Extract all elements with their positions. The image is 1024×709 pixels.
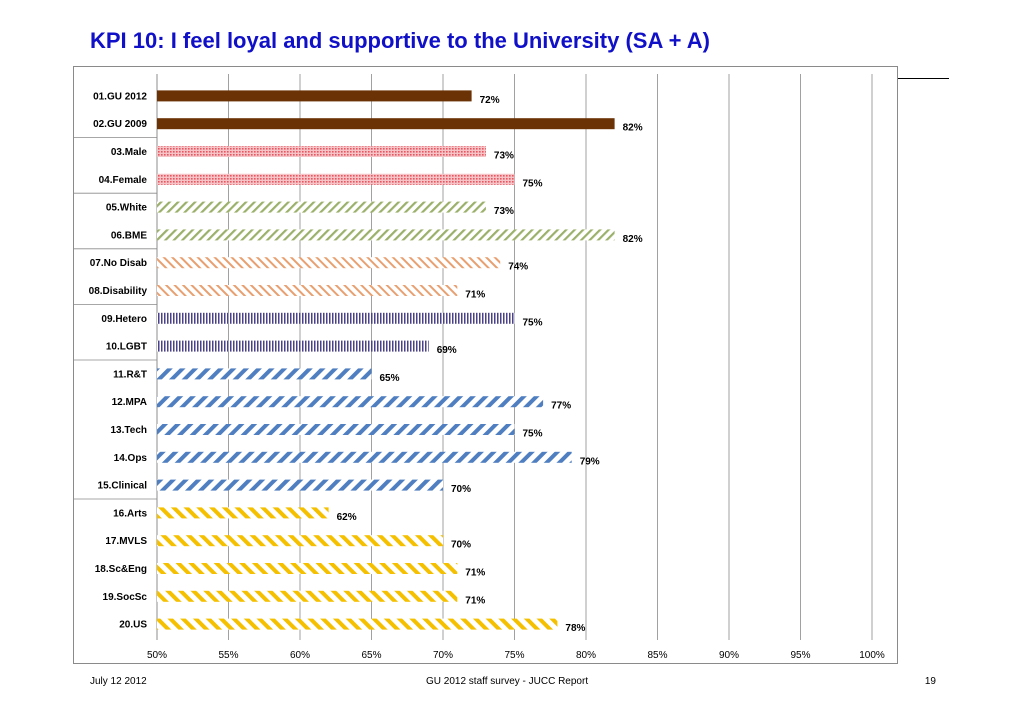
bar-value-label: 74%	[508, 262, 528, 273]
x-tick-label: 95%	[790, 650, 810, 661]
bars	[157, 90, 615, 630]
bar	[157, 535, 443, 547]
bar	[157, 285, 458, 296]
x-axis-ticks: 50% 55% 60% 65% 70% 75% 80% 85% 90% 95% 100%	[147, 650, 885, 661]
bar-value-label: 72%	[480, 95, 500, 106]
bar	[157, 618, 558, 630]
bar	[157, 257, 501, 269]
x-tick-label: 90%	[719, 650, 739, 661]
x-tick-label: 80%	[576, 650, 596, 661]
category-label: 14.Ops	[114, 453, 148, 464]
category-label: 06.BME	[111, 230, 147, 241]
bar-value-label: 70%	[451, 484, 471, 495]
category-label: 13.Tech	[111, 425, 148, 436]
bar	[157, 173, 515, 185]
bar	[157, 590, 458, 602]
category-label: 07.No Disab	[90, 258, 147, 269]
bar-value-label: 62%	[337, 512, 357, 523]
category-label: 01.GU 2012	[93, 91, 147, 102]
bar	[157, 201, 486, 213]
bar	[157, 507, 329, 519]
category-label: 02.GU 2009	[93, 119, 147, 130]
bar	[157, 118, 615, 130]
bar-value-label: 79%	[580, 456, 600, 467]
bar-value-label: 78%	[565, 623, 585, 634]
bar-value-label: 71%	[465, 595, 485, 606]
x-tick-label: 65%	[361, 650, 381, 661]
value-labels: 72% 82% 73% 75% 73% 82% 74% 71% 75% 69% 65% 77% 75% 7…	[337, 95, 643, 634]
bar-value-label: 75%	[523, 317, 543, 328]
bar	[157, 424, 515, 435]
bar	[157, 563, 458, 574]
category-label: 11.R&T	[113, 369, 147, 380]
bar-value-label: 69%	[437, 345, 457, 356]
gridlines	[156, 74, 873, 640]
category-label: 03.Male	[111, 147, 148, 158]
bar	[157, 312, 515, 324]
category-label: 17.MVLS	[105, 536, 147, 547]
x-tick-label: 60%	[290, 650, 310, 661]
category-label: 20.US	[119, 620, 147, 631]
x-tick-label: 75%	[504, 650, 524, 661]
bar-value-label: 82%	[623, 234, 643, 245]
category-label: 19.SocSc	[103, 592, 148, 603]
category-label: 16.Arts	[113, 508, 147, 519]
category-label: 15.Clinical	[98, 481, 148, 492]
bar-value-label: 71%	[465, 568, 485, 579]
bar	[157, 479, 443, 491]
bar	[157, 451, 572, 463]
bar-value-label: 77%	[551, 401, 571, 412]
category-label: 04.Female	[99, 175, 148, 186]
bar-value-label: 82%	[623, 123, 643, 134]
footer-date: July 12 2012	[90, 676, 147, 687]
bar	[157, 368, 372, 380]
category-label: 08.Disability	[89, 286, 148, 297]
footer-source: GU 2012 staff survey - JUCC Report	[426, 676, 589, 687]
page-title: KPI 10: I feel loyal and supportive to t…	[90, 28, 711, 53]
category-label: 09.Hetero	[101, 314, 147, 325]
category-label: 05.White	[106, 203, 148, 214]
bar-value-label: 73%	[494, 151, 514, 162]
x-tick-label: 70%	[433, 650, 453, 661]
x-tick-label: 85%	[647, 650, 667, 661]
bar-value-label: 75%	[523, 178, 543, 189]
group-separators	[74, 137, 157, 500]
category-labels: 01.GU 2012 02.GU 2009 03.Male 04.Female 05.W…	[89, 91, 148, 630]
bar-value-label: 75%	[523, 429, 543, 440]
bar-value-label: 71%	[465, 290, 485, 301]
decorative-rule	[898, 78, 949, 79]
bar-value-label: 65%	[380, 373, 400, 384]
category-label: 10.LGBT	[106, 342, 147, 353]
bar	[157, 396, 544, 408]
x-tick-label: 55%	[218, 650, 238, 661]
x-tick-label: 100%	[859, 650, 885, 661]
bar	[157, 90, 472, 102]
bar-chart: 72% 82% 73% 75% 73% 82% 74% 71% 75% 69% 65% 77% 75% 7…	[74, 74, 885, 661]
bar	[157, 146, 486, 157]
chart-area: 72% 82% 73% 75% 73% 82% 74% 71% 75% 69% 65% 77% 75% 7…	[73, 66, 898, 664]
category-label: 12.MPA	[112, 397, 147, 408]
x-tick-label: 50%	[147, 650, 167, 661]
bar	[157, 229, 615, 241]
bar	[157, 340, 429, 352]
bar-value-label: 70%	[451, 540, 471, 551]
bar-value-label: 73%	[494, 206, 514, 217]
category-label: 18.Sc&Eng	[95, 564, 147, 575]
page-number: 19	[924, 676, 936, 687]
